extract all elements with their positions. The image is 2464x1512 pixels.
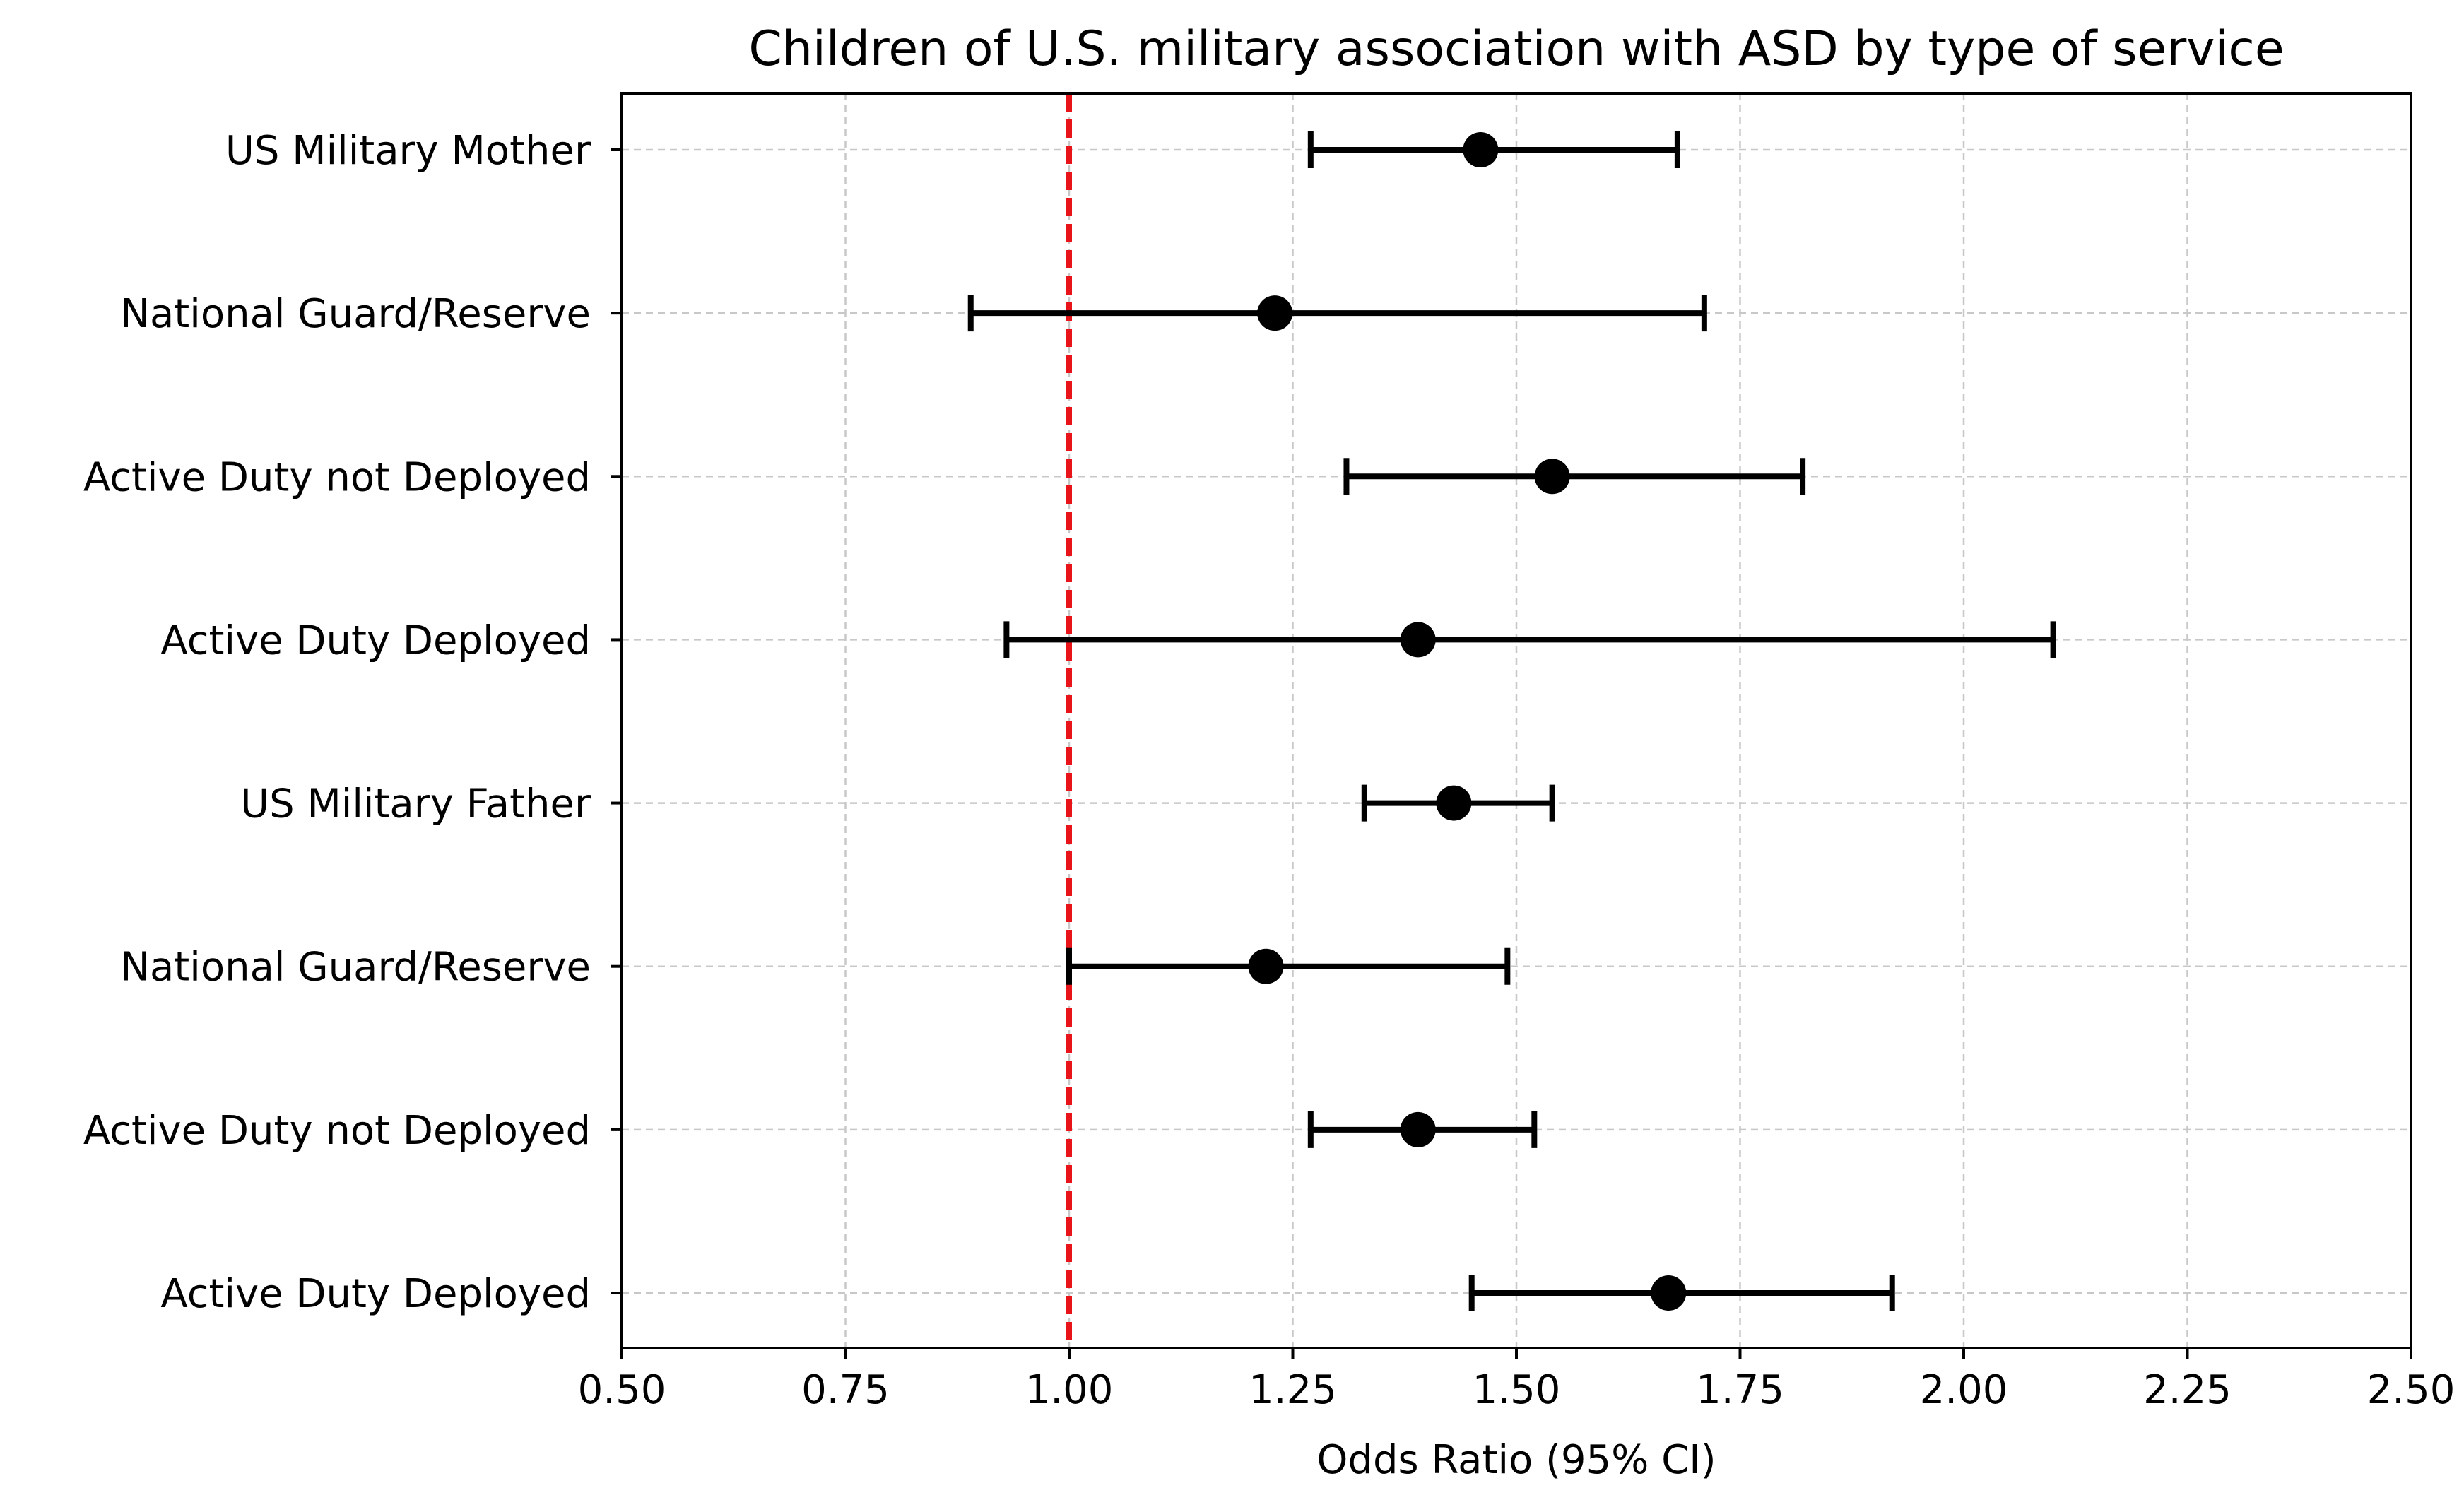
x-tick-label: 2.50 bbox=[2367, 1367, 2456, 1413]
category-label: US Military Mother bbox=[225, 128, 591, 174]
x-tick-label: 2.25 bbox=[2143, 1367, 2232, 1413]
x-tick-label: 0.50 bbox=[578, 1367, 666, 1413]
odds-ratio-point bbox=[1651, 1275, 1687, 1311]
ticks: 0.50 0.75 1.00 1.25 1.50 1.75 2.00 2.25 2.50 US M… bbox=[83, 128, 2455, 1413]
category-label: National Guard/Reserve bbox=[120, 291, 591, 337]
category-label: US Military Father bbox=[240, 781, 591, 827]
category-label: Active Duty not Deployed bbox=[83, 454, 591, 500]
x-axis-label: Odds Ratio (95% CI) bbox=[1316, 1437, 1716, 1483]
x-tick-label: 1.50 bbox=[1473, 1367, 1561, 1413]
error-bars bbox=[967, 131, 2056, 1311]
x-tick-label: 1.00 bbox=[1025, 1367, 1114, 1413]
odds-ratio-point bbox=[1436, 785, 1472, 821]
category-label: Active Duty Deployed bbox=[160, 1271, 591, 1317]
x-tick-label: 2.00 bbox=[1920, 1367, 2008, 1413]
x-tick-label: 1.25 bbox=[1249, 1367, 1337, 1413]
category-label: Active Duty Deployed bbox=[160, 618, 591, 663]
odds-ratio-point bbox=[1400, 622, 1436, 658]
x-tick-label: 0.75 bbox=[801, 1367, 890, 1413]
chart-title: Children of U.S. military association wi… bbox=[748, 21, 2284, 77]
odds-ratio-point bbox=[1534, 459, 1570, 495]
category-label: National Guard/Reserve bbox=[120, 945, 591, 991]
odds-ratio-point bbox=[1400, 1111, 1436, 1147]
x-tick-label: 1.75 bbox=[1696, 1367, 1784, 1413]
markers bbox=[1248, 132, 1687, 1311]
odds-ratio-point bbox=[1248, 948, 1284, 984]
odds-ratio-point bbox=[1463, 132, 1499, 167]
odds-ratio-point bbox=[1257, 295, 1293, 331]
category-label: Active Duty not Deployed bbox=[83, 1108, 591, 1154]
